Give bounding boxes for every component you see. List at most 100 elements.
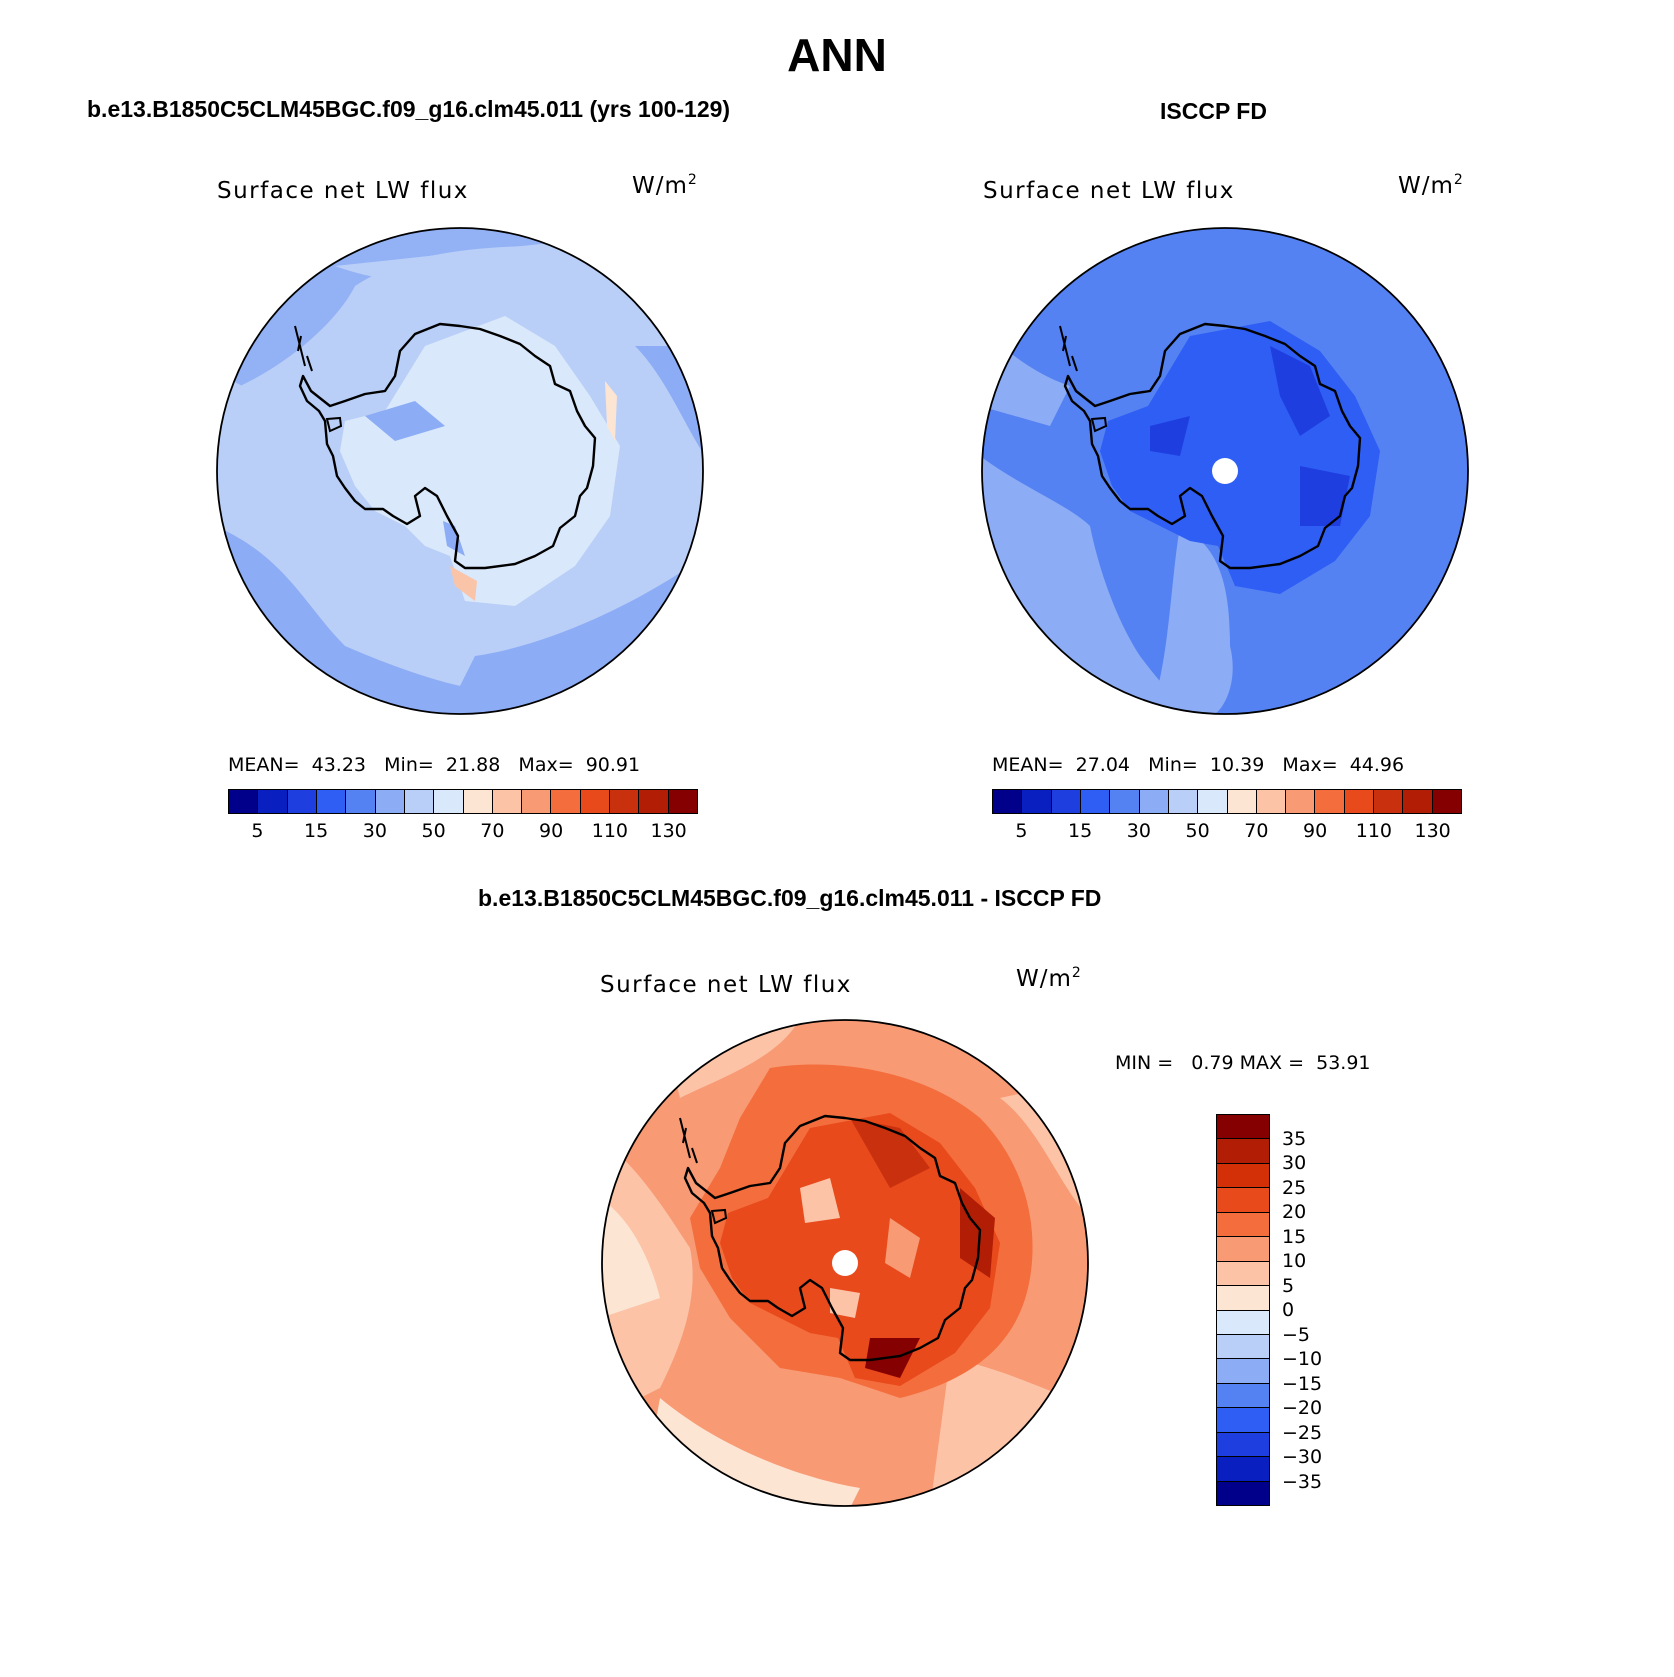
colorbar-cell — [434, 790, 464, 813]
obs-map — [981, 227, 1469, 715]
obs-coastline — [1063, 322, 1362, 570]
colorbar-tick-label: 130 — [1414, 820, 1451, 842]
obs-stats: MEAN= 27.04 Min= 10.39 Max= 44.96 — [992, 754, 1405, 776]
diff-pole-hole — [832, 1250, 858, 1276]
colorbar-tick-label: −5 — [1282, 1323, 1311, 1346]
model-units: W/m2 — [632, 172, 697, 199]
colorbar-cell — [375, 790, 405, 813]
colorbar-tick-label: 110 — [1355, 820, 1393, 842]
colorbar-cell — [463, 790, 493, 813]
model-variable-label: Surface net LW flux — [217, 178, 469, 204]
colorbar-tick-label: −20 — [1282, 1397, 1323, 1419]
colorbar-cell — [1022, 790, 1052, 813]
colorbar-cell — [551, 790, 581, 813]
colorbar-cell — [1217, 1359, 1269, 1384]
model-map — [216, 227, 704, 715]
colorbar-cell — [1344, 790, 1375, 813]
obs-case-title: ISCCP FD — [1160, 98, 1267, 124]
obs-colorbar — [992, 789, 1462, 814]
colorbar-cell — [1217, 1163, 1269, 1189]
colorbar-cell — [580, 790, 611, 813]
colorbar-cell — [1217, 1383, 1269, 1409]
obs-variable-label: Surface net LW flux — [983, 178, 1235, 204]
colorbar-tick-label: −35 — [1282, 1470, 1323, 1493]
colorbar-cell — [1217, 1139, 1269, 1164]
model-coastline — [298, 322, 597, 570]
colorbar-cell — [1374, 790, 1404, 813]
colorbar-tick-label: 15 — [304, 820, 329, 842]
colorbar-tick-label: 20 — [1282, 1201, 1307, 1223]
colorbar-tick-label: 0 — [1282, 1299, 1295, 1321]
diff-coastline — [683, 1114, 982, 1362]
colorbar-tick-label: 30 — [1126, 820, 1151, 842]
colorbar-cell — [639, 790, 669, 813]
diff-map — [601, 1019, 1089, 1507]
obs-colorbar-ticks: 5 15 30 50 70 90 110 130 — [992, 820, 1462, 846]
colorbar-cell — [1217, 1432, 1269, 1458]
colorbar-cell — [1217, 1237, 1269, 1262]
colorbar-tick-label: 50 — [421, 820, 446, 842]
colorbar-cell — [1217, 1212, 1269, 1238]
colorbar-tick-label: 5 — [1282, 1274, 1295, 1297]
colorbar-tick-label: 5 — [251, 820, 264, 842]
colorbar-tick-label: 70 — [1244, 820, 1269, 842]
colorbar-tick-label: 15 — [1282, 1225, 1307, 1248]
colorbar-cell — [1217, 1286, 1269, 1311]
colorbar-cell — [993, 790, 1023, 813]
colorbar-cell — [1217, 1408, 1269, 1433]
colorbar-cell — [316, 790, 347, 813]
colorbar-cell — [1051, 790, 1081, 813]
diff-stats: MIN = 0.79 MAX = 53.91 — [1115, 1052, 1371, 1074]
colorbar-cell — [1217, 1261, 1269, 1287]
colorbar-cell — [1110, 790, 1140, 813]
colorbar-cell — [1256, 790, 1287, 813]
colorbar-cell — [668, 790, 697, 813]
colorbar-tick-label: 130 — [650, 820, 687, 842]
colorbar-cell — [1315, 790, 1345, 813]
colorbar-tick-label: −10 — [1282, 1348, 1323, 1370]
colorbar-cell — [1198, 790, 1228, 813]
colorbar-cell — [404, 790, 435, 813]
colorbar-tick-label: 5 — [1015, 820, 1028, 842]
colorbar-cell — [1168, 790, 1199, 813]
colorbar-tick-label: 90 — [1303, 820, 1328, 842]
diff-colorbar — [1216, 1114, 1270, 1506]
diff-variable-label: Surface net LW flux — [600, 972, 852, 998]
colorbar-cell — [1217, 1457, 1269, 1482]
colorbar-tick-label: 30 — [362, 820, 387, 842]
obs-units: W/m2 — [1398, 172, 1463, 199]
colorbar-tick-label: −25 — [1282, 1421, 1323, 1444]
colorbar-cell — [1286, 790, 1316, 813]
colorbar-tick-label: 90 — [539, 820, 564, 842]
colorbar-cell — [1227, 790, 1257, 813]
colorbar-tick-label: 50 — [1185, 820, 1210, 842]
diff-colorbar-ticks: 35 30 25 20 15 10 5 0 −5 −10 −15 −20 −25 −30 −35 — [1282, 1114, 1362, 1506]
colorbar-cell — [1432, 790, 1461, 813]
colorbar-tick-label: 70 — [480, 820, 505, 842]
colorbar-tick-label: 10 — [1282, 1250, 1307, 1272]
diff-units: W/m2 — [1016, 965, 1081, 992]
colorbar-cell — [1217, 1310, 1269, 1335]
colorbar-cell — [492, 790, 523, 813]
colorbar-tick-label: −30 — [1282, 1446, 1323, 1468]
colorbar-tick-label: 110 — [591, 820, 629, 842]
colorbar-cell — [1403, 790, 1433, 813]
colorbar-cell — [287, 790, 317, 813]
page-title: ANN — [787, 29, 887, 81]
colorbar-cell — [522, 790, 552, 813]
colorbar-tick-label: 15 — [1068, 820, 1093, 842]
colorbar-cell — [610, 790, 640, 813]
colorbar-cell — [258, 790, 288, 813]
colorbar-cell — [1217, 1115, 1269, 1140]
model-case-title: b.e13.B1850C5CLM45BGC.f09_g16.clm45.011 … — [87, 96, 731, 122]
colorbar-cell — [1139, 790, 1169, 813]
colorbar-cell — [1217, 1188, 1269, 1213]
colorbar-cell — [1217, 1481, 1269, 1505]
colorbar-tick-label: 25 — [1282, 1176, 1307, 1199]
model-colorbar-ticks: 5 15 30 50 70 90 110 130 — [228, 820, 698, 846]
model-stats: MEAN= 43.23 Min= 21.88 Max= 90.91 — [228, 754, 641, 776]
model-colorbar — [228, 789, 698, 814]
colorbar-cell — [1080, 790, 1111, 813]
colorbar-cell — [229, 790, 259, 813]
colorbar-tick-label: 30 — [1282, 1152, 1307, 1174]
